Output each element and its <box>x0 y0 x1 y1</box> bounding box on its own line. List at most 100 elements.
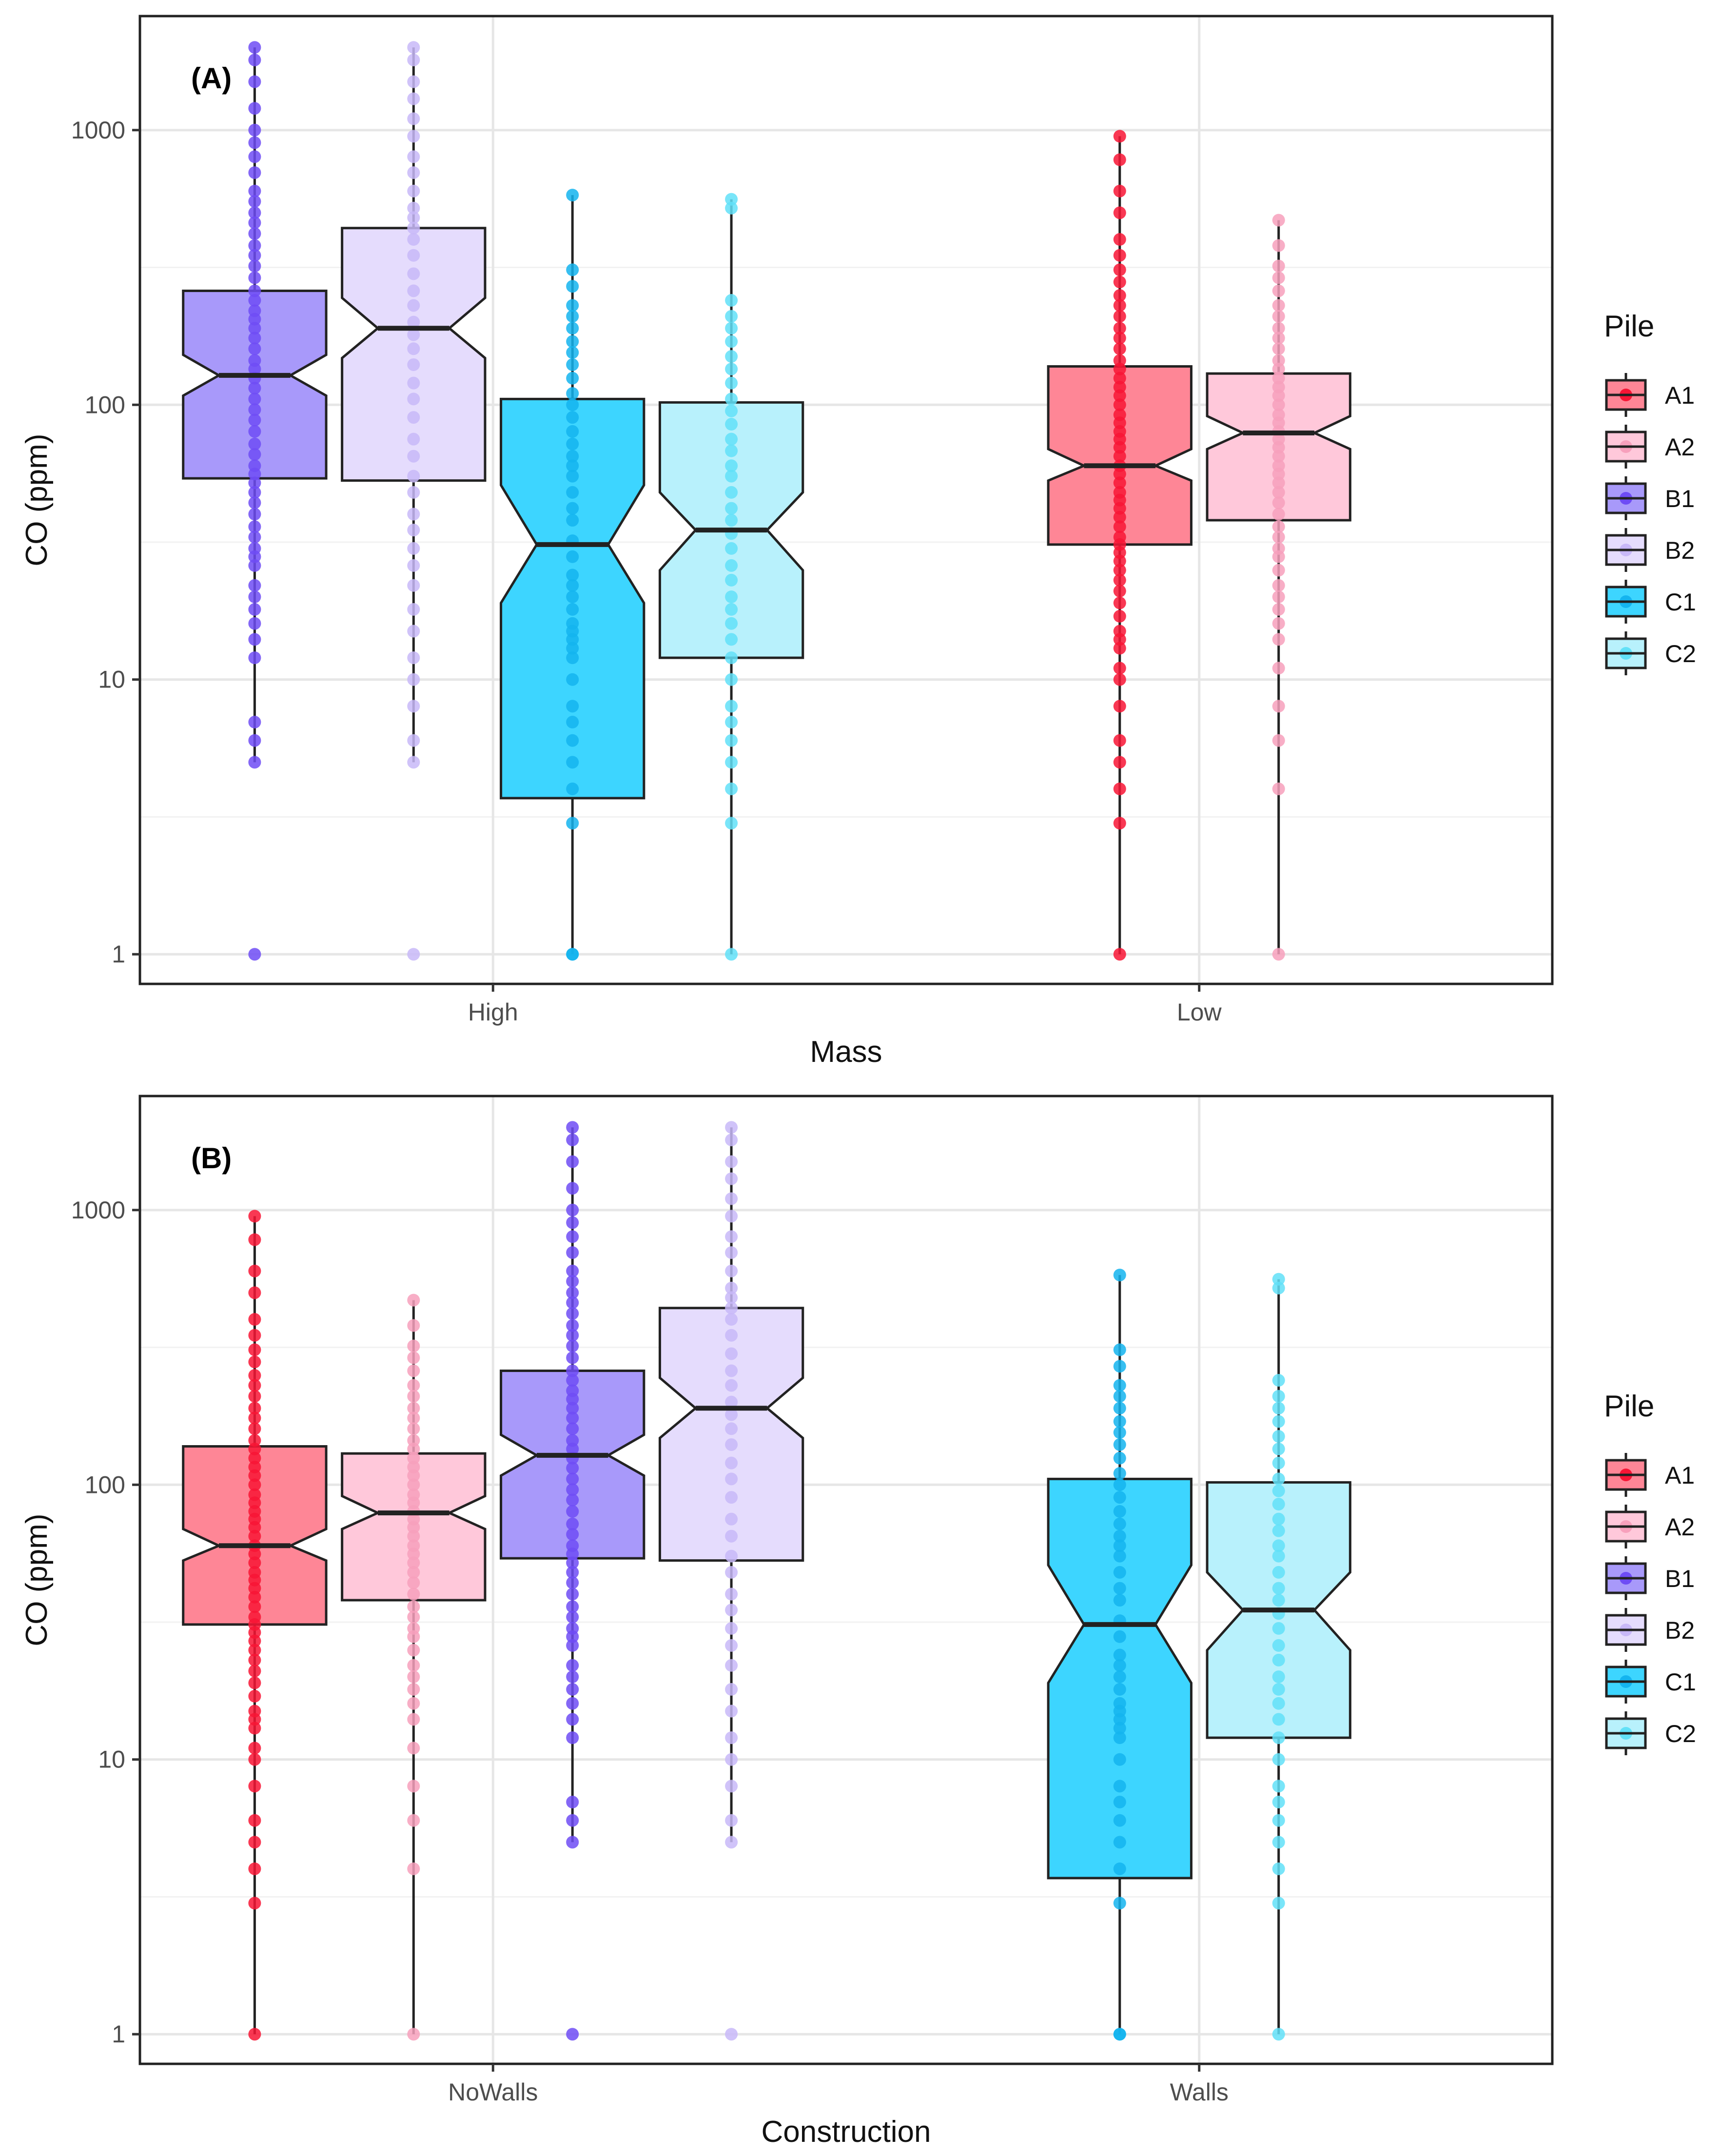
legend-label: C2 <box>1665 1720 1696 1747</box>
data-point <box>1272 1524 1285 1537</box>
data-point <box>725 404 738 417</box>
data-point <box>248 1422 261 1435</box>
data-point <box>566 1576 579 1589</box>
data-point <box>566 1230 579 1243</box>
data-point <box>248 304 261 317</box>
data-point <box>566 948 579 961</box>
data-point <box>566 1203 579 1216</box>
data-point <box>725 1313 738 1326</box>
data-point <box>248 354 261 367</box>
data-point <box>566 617 579 630</box>
data-point <box>248 1390 261 1403</box>
data-point <box>566 450 579 463</box>
y-tick-label: 10 <box>98 666 125 693</box>
data-point <box>566 1639 579 1652</box>
data-point <box>1272 1456 1285 1470</box>
data-point <box>1272 948 1285 961</box>
data-point <box>725 716 738 729</box>
data-point <box>566 734 579 747</box>
box-group-a2 <box>1206 214 1351 961</box>
data-point <box>566 1814 579 1827</box>
data-point <box>407 508 420 521</box>
data-point <box>1113 520 1126 533</box>
data-point <box>1113 1379 1126 1392</box>
data-point <box>1113 249 1126 262</box>
box-group-b1 <box>182 41 328 961</box>
legend-label: A1 <box>1665 382 1695 409</box>
data-point <box>566 1296 579 1309</box>
data-point <box>248 1665 261 1678</box>
legend-label: B2 <box>1665 1617 1695 1644</box>
data-point <box>1272 239 1285 252</box>
data-point <box>407 1351 420 1364</box>
data-point <box>407 328 420 341</box>
data-point <box>407 211 420 224</box>
data-point <box>566 568 579 582</box>
data-point <box>1272 342 1285 355</box>
data-point <box>407 166 420 179</box>
data-point <box>1272 617 1285 630</box>
data-point <box>566 579 579 592</box>
data-point <box>1272 1683 1285 1696</box>
data-point <box>407 1780 420 1793</box>
data-point <box>407 1402 420 1415</box>
data-point <box>1113 1539 1126 1552</box>
data-point <box>407 184 420 197</box>
data-point <box>248 2028 261 2041</box>
data-point <box>566 1216 579 1229</box>
data-point <box>1272 1498 1285 1511</box>
legend-label: C2 <box>1665 640 1696 667</box>
data-point <box>407 75 420 88</box>
data-point <box>1113 1402 1126 1415</box>
data-point <box>725 617 738 630</box>
legend-label: C1 <box>1665 1668 1696 1696</box>
data-point <box>248 948 261 961</box>
panel-label: (B) <box>191 1142 232 1175</box>
data-point <box>725 1133 738 1146</box>
data-point <box>407 1488 420 1501</box>
data-point <box>248 184 261 197</box>
data-point <box>407 1610 420 1624</box>
data-point <box>248 1742 261 1755</box>
data-point <box>407 1460 420 1473</box>
y-tick-label: 100 <box>85 391 125 418</box>
y-tick-label: 1 <box>112 941 125 968</box>
data-point <box>566 1434 579 1447</box>
data-point <box>1113 1517 1126 1530</box>
panel-label: (A) <box>191 62 232 95</box>
data-point <box>725 294 738 307</box>
data-point <box>1272 1582 1285 1595</box>
legend-key-c1 <box>1605 580 1647 624</box>
data-point <box>725 673 738 686</box>
data-point <box>407 524 420 537</box>
data-point <box>1272 508 1285 521</box>
data-point <box>1113 948 1126 961</box>
data-point <box>407 376 420 390</box>
legend-b: Pile A1 A2 B1 B2 C1 C2 <box>1604 1390 1696 1755</box>
data-point <box>1113 1814 1126 1827</box>
data-point <box>1113 625 1126 638</box>
data-point <box>248 1814 261 1827</box>
data-point <box>725 1588 738 1601</box>
data-point <box>248 332 261 345</box>
data-point <box>1272 633 1285 646</box>
data-point <box>407 734 420 747</box>
data-point <box>566 470 579 483</box>
data-point <box>566 782 579 795</box>
data-point <box>1113 1780 1126 1793</box>
data-point <box>725 1566 738 1579</box>
data-point <box>566 514 579 527</box>
data-point <box>248 1355 261 1369</box>
legend-label: A2 <box>1665 433 1695 461</box>
data-point <box>407 1539 420 1552</box>
data-point <box>725 1604 738 1617</box>
data-point <box>407 432 420 446</box>
data-point <box>1272 354 1285 367</box>
data-point <box>725 603 738 616</box>
data-point <box>407 41 420 54</box>
data-point <box>248 342 261 355</box>
data-point <box>248 590 261 604</box>
data-point <box>725 1192 738 1205</box>
data-point <box>248 756 261 769</box>
data-point <box>248 271 261 284</box>
